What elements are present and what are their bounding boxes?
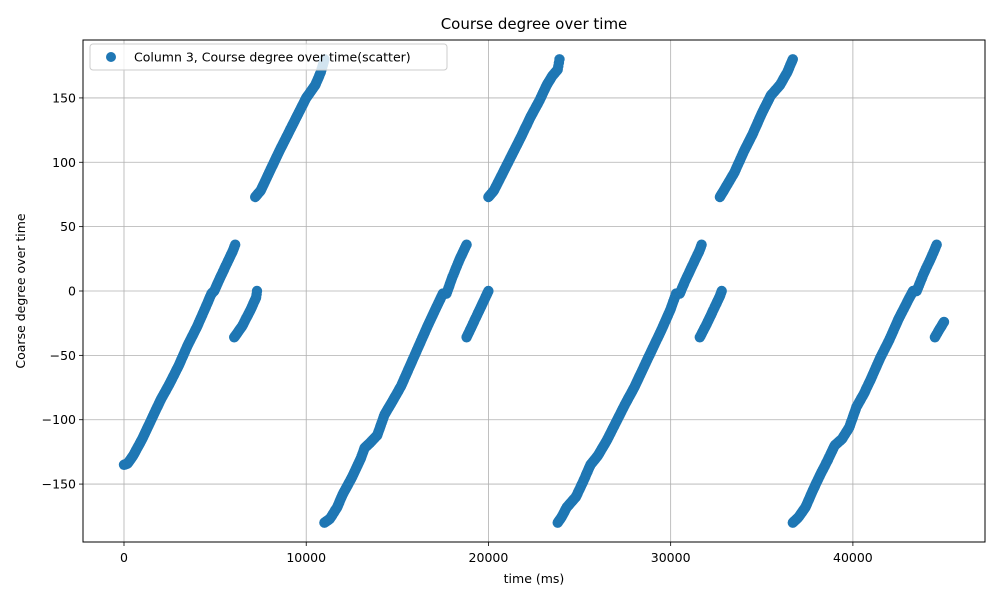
legend: Column 3, Course degree over time(scatte… <box>89 43 448 71</box>
legend-marker <box>106 52 116 62</box>
scatter-point <box>483 285 494 297</box>
legend-box <box>89 43 448 71</box>
scatter-points <box>118 54 950 528</box>
scatter-point <box>554 54 565 65</box>
scatter-point <box>938 316 950 328</box>
scatter-point <box>230 239 241 250</box>
y-tick-label: −100 <box>42 412 76 427</box>
y-axis-title: Coarse degree over time <box>13 213 28 369</box>
scatter-point <box>251 285 263 297</box>
x-tick-label: 40000 <box>833 550 873 565</box>
scatter-point <box>716 285 727 297</box>
y-tick-label: 50 <box>60 219 76 234</box>
axis-ticks: 0 10000 20000 30000 40000 −150 −100 −50 0 50 100 15… <box>42 90 873 565</box>
scatter-point <box>787 54 798 65</box>
x-tick-label: 30000 <box>651 550 691 565</box>
scatter-point <box>461 239 472 250</box>
chart-title: Course degree over time <box>441 15 628 33</box>
scatter-point <box>931 239 942 250</box>
y-tick-label: 100 <box>52 155 76 170</box>
y-tick-label: −50 <box>50 348 76 363</box>
y-tick-label: 150 <box>52 90 76 105</box>
x-tick-label: 10000 <box>286 550 326 565</box>
y-tick-label: −150 <box>42 477 76 492</box>
grid <box>83 40 985 542</box>
x-tick-label: 20000 <box>469 550 509 565</box>
x-axis-title: time (ms) <box>504 571 565 586</box>
legend-label: Column 3, Course degree over time(scatte… <box>134 50 411 65</box>
x-tick-label: 0 <box>120 550 128 565</box>
y-tick-label: 0 <box>68 284 76 299</box>
scatter-point <box>696 239 707 250</box>
